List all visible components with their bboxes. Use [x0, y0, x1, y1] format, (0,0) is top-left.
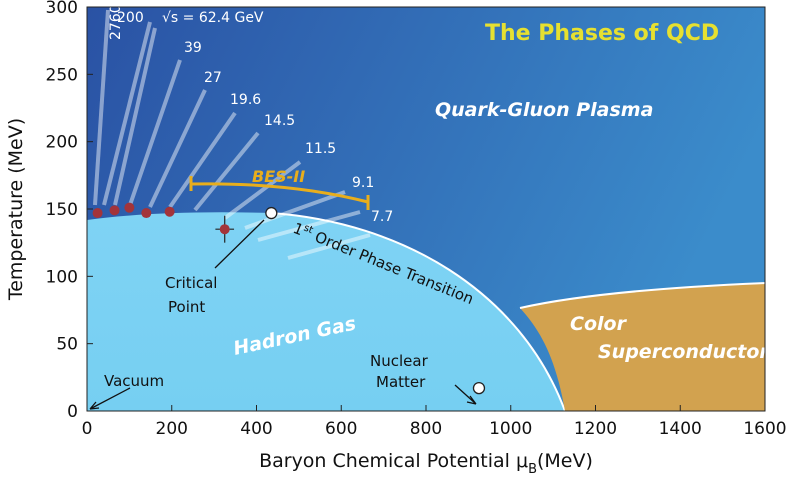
- energy-line: [257, 210, 361, 242]
- energy-line: [148, 89, 207, 208]
- x-axis-text: B: [528, 462, 537, 477]
- data-point: [92, 208, 103, 219]
- point-label: Matter: [376, 373, 426, 391]
- energy-label: 7.7: [371, 209, 393, 225]
- arrow: [454, 384, 477, 405]
- region-label: Quark-Gluon Plasma: [435, 99, 653, 121]
- x-tick-label: 200: [156, 419, 188, 439]
- energy-label: 39: [184, 40, 202, 56]
- energy-line: [102, 21, 152, 206]
- bes-label: BES-II: [252, 167, 305, 186]
- energy-label: 9.1: [352, 175, 374, 191]
- bes-bracket: [189, 176, 370, 210]
- energy-line: [168, 111, 237, 209]
- energy-label: √s = 62.4 GeV: [162, 10, 264, 26]
- x-tick-label: 1200: [574, 419, 617, 439]
- data-point: [141, 208, 152, 219]
- energy-label: 14.5: [264, 113, 295, 129]
- y-tick-label: 100: [46, 267, 78, 287]
- x-tick-label: 1000: [489, 419, 532, 439]
- chart-title: The Phases of QCD: [485, 21, 719, 46]
- y-tick-label: 150: [46, 200, 78, 220]
- x-tick-label: 0: [82, 419, 93, 439]
- x-axis-text: Baryon Chemical Potential μ: [259, 450, 528, 472]
- region-label: Color: [570, 313, 628, 335]
- energy-label: 19.6: [230, 92, 261, 108]
- energy-label: 11.5: [305, 141, 336, 157]
- point-label: Point: [168, 298, 205, 316]
- energy-line: [223, 160, 302, 220]
- energy-label: 2760: [108, 4, 124, 40]
- x-axis-text: (MeV): [537, 450, 593, 472]
- region-label: Superconductor: [598, 341, 770, 363]
- phase-boundary: [519, 282, 766, 309]
- x-tick-label: 600: [325, 419, 357, 439]
- y-tick-label: 250: [46, 65, 78, 85]
- energy-line: [93, 9, 110, 206]
- transition-text: st: [302, 223, 315, 237]
- data-point: [164, 206, 175, 217]
- energy-label: 27: [204, 70, 222, 86]
- y-axis-label: Temperature (MeV): [5, 118, 27, 301]
- energy-line: [287, 233, 371, 260]
- energy-line: [193, 131, 260, 212]
- data-point: [219, 224, 230, 235]
- y-tick-label: 50: [56, 335, 78, 355]
- point-label: Critical: [165, 274, 217, 292]
- marked-point: [472, 381, 486, 395]
- energy-label: 200: [117, 10, 144, 26]
- data-point: [109, 205, 120, 216]
- energy-line: [113, 27, 157, 206]
- arrow: [89, 387, 131, 410]
- arrow: [214, 219, 265, 269]
- energy-line: [128, 59, 182, 206]
- marked-point: [265, 206, 278, 220]
- x-tick-label: 1600: [743, 419, 786, 439]
- y-tick-label: 200: [46, 133, 78, 153]
- x-tick-label: 800: [410, 419, 442, 439]
- point-label: Nuclear: [370, 352, 429, 370]
- y-tick-label: 0: [67, 402, 78, 422]
- phase-boundary: [270, 212, 566, 412]
- x-tick-label: 400: [240, 419, 272, 439]
- hadron-gas-region: [87, 212, 565, 411]
- energy-lines: [93, 9, 371, 260]
- vacuum-label: Vacuum: [104, 372, 164, 390]
- y-tick-label: 300: [46, 0, 78, 18]
- x-axis-label: Baryon Chemical Potential μB(MeV): [259, 450, 593, 477]
- x-tick-label: 1400: [659, 419, 702, 439]
- superconductor-region: [520, 283, 765, 411]
- data-point: [124, 202, 135, 213]
